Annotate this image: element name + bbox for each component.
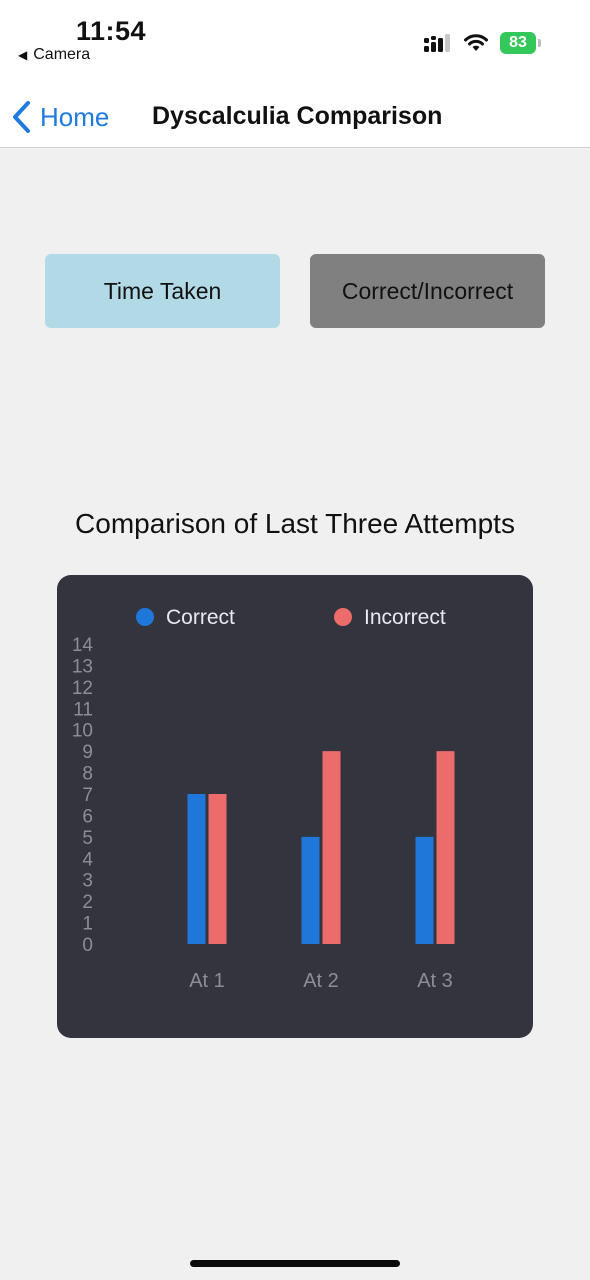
back-app-label: Camera — [33, 46, 91, 63]
y-tick-label: 0 — [82, 935, 93, 956]
bar-incorrect-3 — [436, 751, 455, 944]
chevron-left-icon — [13, 101, 30, 133]
y-tick-label: 4 — [82, 849, 93, 870]
y-tick-label: 11 — [73, 699, 93, 720]
legend-label-incorrect: Incorrect — [364, 606, 446, 629]
x-tick-label: At 3 — [417, 970, 453, 992]
status-time: 11:54 — [76, 16, 147, 46]
home-back-button[interactable]: Home — [10, 100, 109, 134]
y-tick-label: 6 — [82, 806, 93, 827]
home-back-label: Home — [40, 101, 110, 132]
y-tick-label: 13 — [72, 656, 93, 677]
bar-incorrect-1 — [208, 794, 227, 944]
x-tick-label: At 2 — [303, 970, 339, 992]
x-tick-label: At 1 — [189, 970, 225, 992]
y-tick-label: 8 — [82, 764, 93, 785]
legend-marker-incorrect — [334, 608, 352, 626]
battery-level: 83 — [509, 34, 527, 51]
time-taken-button[interactable]: Time Taken — [45, 254, 280, 328]
page-title: Dyscalculia Comparison — [152, 102, 443, 130]
y-tick-label: 3 — [82, 871, 93, 892]
bar-correct-3 — [415, 836, 434, 944]
correct-incorrect-button[interactable]: Correct/Incorrect — [310, 254, 545, 328]
legend-label-correct: Correct — [166, 606, 235, 629]
y-tick-label: 5 — [82, 828, 93, 849]
y-tick-label: 14 — [72, 635, 94, 656]
navigation-bar: Home Dyscalculia Comparison — [0, 80, 590, 148]
home-indicator — [190, 1260, 400, 1267]
y-tick-label: 12 — [72, 678, 93, 699]
chart-card: 0 1 2 3 4 5 6 7 8 9 10 11 12 13 14 Correct Incorrect At 1… — [57, 575, 533, 1038]
bar-correct-2 — [301, 836, 320, 944]
back-to-camera-button[interactable]: ◀ Camera — [18, 46, 90, 64]
y-tick-label: 2 — [82, 892, 93, 913]
bar-incorrect-2 — [322, 751, 341, 944]
back-triangle-icon: ◀ — [18, 48, 28, 62]
battery-icon: 83 — [500, 32, 544, 54]
status-bar: 11:54 ◀ Camera 83 — [0, 0, 590, 80]
bar-correct-1 — [187, 794, 206, 944]
wifi-icon — [464, 34, 488, 51]
legend-marker-correct — [136, 608, 154, 626]
y-tick-label: 9 — [82, 742, 93, 763]
cellular-signal-icon — [424, 34, 450, 52]
y-tick-label: 1 — [82, 914, 93, 935]
y-tick-label: 7 — [82, 785, 93, 806]
y-tick-label: 10 — [72, 721, 93, 742]
chart-title: Comparison of Last Three Attempts — [75, 508, 515, 539]
